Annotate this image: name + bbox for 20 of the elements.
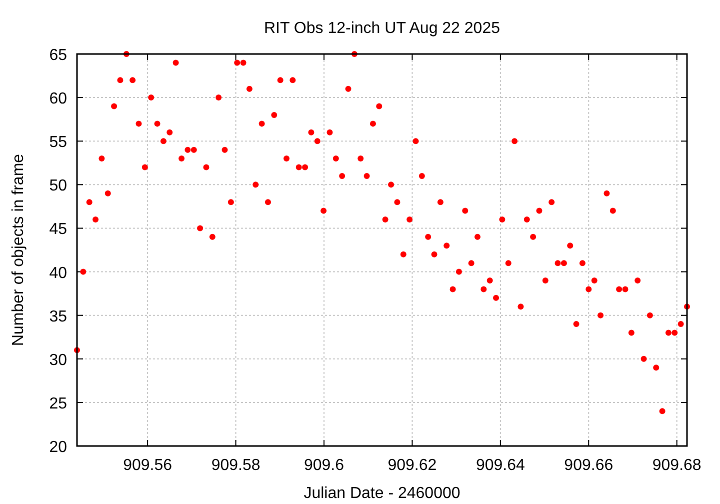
- x-axis-title: Julian Date - 2460000: [304, 485, 460, 502]
- x-tick-label: 909.64: [476, 457, 525, 474]
- y-tick-label: 60: [49, 90, 68, 108]
- x-tick-label: 909.58: [211, 457, 260, 474]
- y-tick-label: 25: [49, 395, 68, 412]
- y-tick-label: 65: [49, 47, 68, 64]
- y-tick-label: 35: [49, 308, 68, 326]
- y-tick-label: 30: [49, 352, 68, 369]
- chart-title: RIT Obs 12-inch UT Aug 22 2025: [264, 20, 500, 37]
- y-tick-label: 45: [49, 221, 68, 238]
- x-tick-label: 909.68: [652, 457, 702, 474]
- y-tick-label: 20: [49, 439, 68, 456]
- y-tick-label: 40: [49, 264, 68, 282]
- x-tick-label: 909.6: [304, 457, 344, 474]
- y-axis-title: Number of objects in frame: [10, 154, 27, 346]
- x-tick-label: 909.62: [388, 457, 437, 474]
- y-tick-label: 50: [49, 178, 68, 195]
- y-tick-label: 55: [49, 134, 68, 152]
- x-tick-label: 909.66: [564, 457, 614, 474]
- x-tick-label: 909.56: [123, 457, 172, 474]
